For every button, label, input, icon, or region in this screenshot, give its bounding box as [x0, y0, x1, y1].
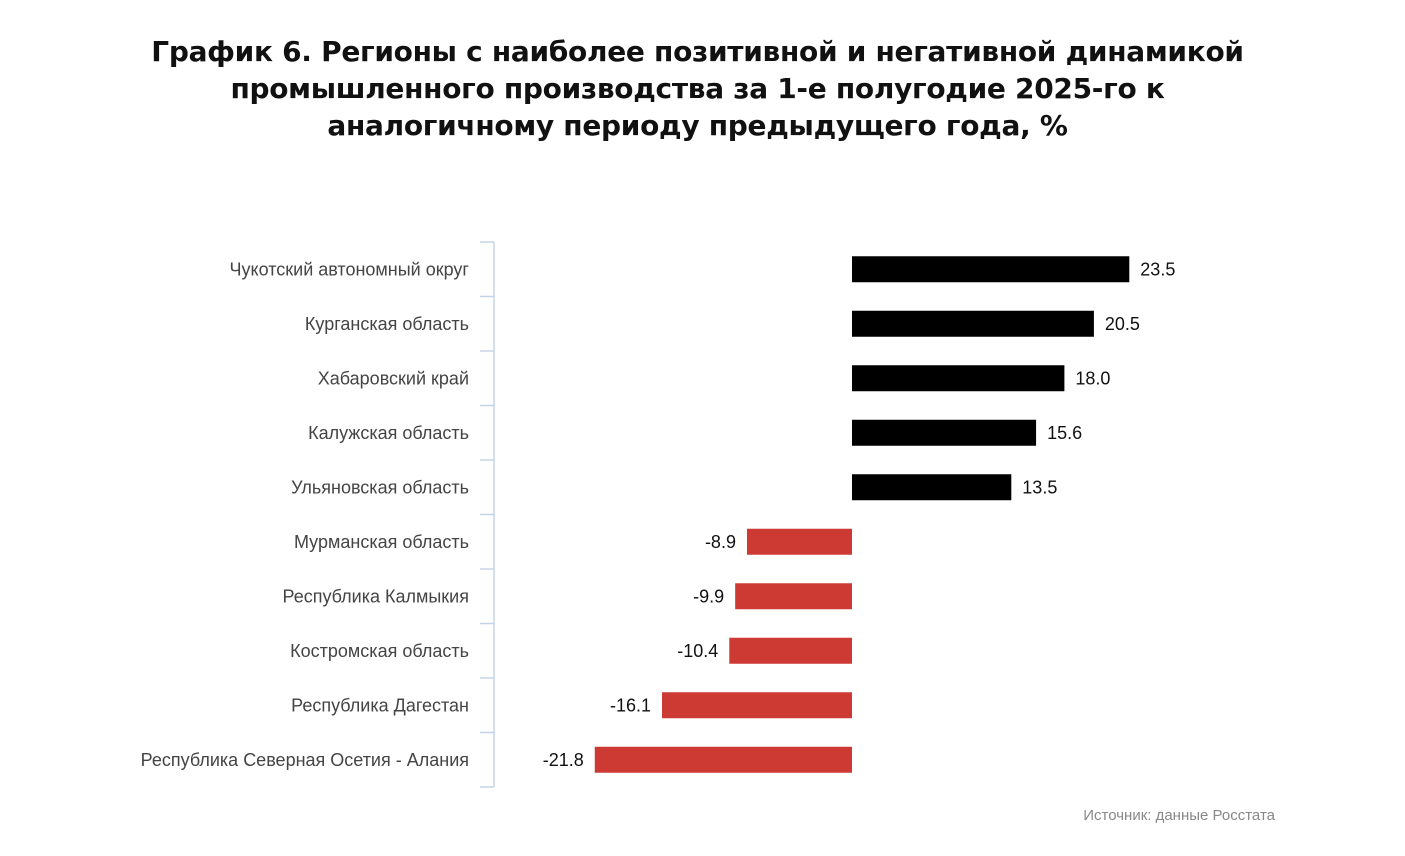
bar-negative [735, 583, 852, 610]
bar-positive [852, 365, 1065, 392]
value-label: -9.9 [693, 586, 724, 606]
category-label: Мурманская область [294, 532, 469, 552]
value-label: 23.5 [1140, 259, 1175, 279]
bar-positive [852, 256, 1130, 283]
chart-title-line: аналогичному периоду предыдущего года, % [327, 109, 1068, 142]
chart-title: График 6. Регионы с наиболее позитивной … [0, 33, 1395, 144]
value-label: 20.5 [1105, 314, 1140, 334]
value-label: -8.9 [705, 532, 736, 552]
value-label: -10.4 [677, 641, 718, 661]
bar-negative [594, 746, 852, 773]
category-label: Калужская область [308, 423, 469, 443]
value-label: -21.8 [543, 750, 584, 770]
category-label: Республика Северная Осетия - Алания [141, 750, 469, 770]
category-label: Костромская область [290, 641, 469, 661]
category-label: Курганская область [305, 314, 469, 334]
value-label: 15.6 [1047, 423, 1082, 443]
category-label: Республика Дагестан [291, 695, 469, 715]
bar-negative [729, 637, 852, 664]
bar-negative [662, 692, 852, 719]
bar-positive [852, 310, 1094, 337]
source-note: Источник: данные Росстата [1083, 807, 1275, 824]
bar-positive [852, 419, 1037, 446]
chart-title-line: График 6. Регионы с наиболее позитивной … [151, 35, 1244, 68]
category-label: Республика Калмыкия [282, 586, 469, 606]
bar-negative [746, 528, 852, 555]
category-label: Ульяновская область [291, 477, 469, 497]
value-label: 13.5 [1022, 477, 1057, 497]
category-label: Хабаровский край [318, 368, 469, 388]
chart-title-line: промышленного производства за 1-е полуго… [230, 72, 1165, 105]
bar-positive [852, 474, 1012, 501]
value-label: 18.0 [1075, 368, 1110, 388]
category-label: Чукотский автономный округ [230, 259, 470, 279]
value-label: -16.1 [610, 695, 651, 715]
